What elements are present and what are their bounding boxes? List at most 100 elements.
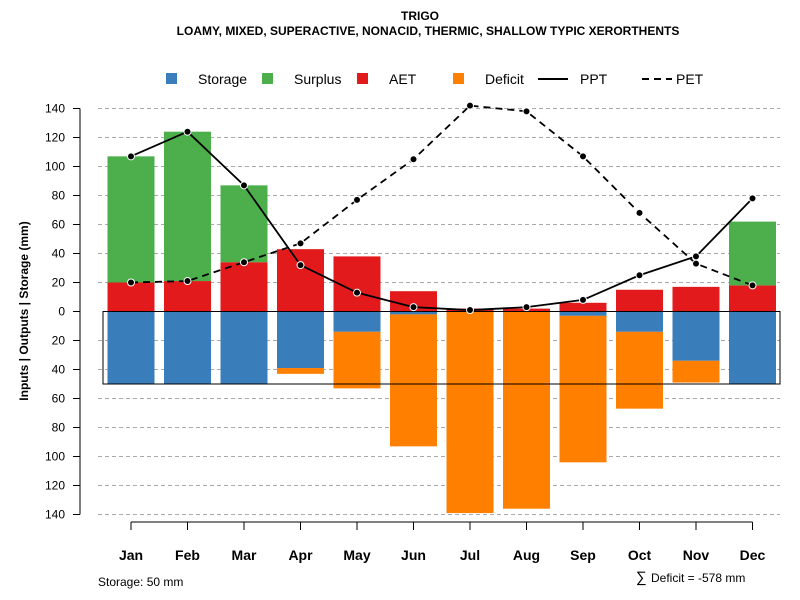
y-tick-label: 80 <box>52 421 66 435</box>
legend: Storage Surplus AET Deficit PPT PET <box>166 71 704 87</box>
legend-aet-label: AET <box>389 71 417 87</box>
gridlines <box>98 108 780 515</box>
chart-title: TRIGO <box>401 9 439 23</box>
pet-point <box>240 258 248 267</box>
sum-symbol: ∑ <box>636 569 647 586</box>
deficit-bar <box>616 331 663 409</box>
ppt-point <box>522 303 531 312</box>
y-tick-label: 140 <box>45 102 65 116</box>
pet-point <box>522 107 531 116</box>
aet-bar <box>390 291 437 312</box>
surplus-bar <box>729 221 776 286</box>
y-tick-label: 60 <box>52 392 66 406</box>
storage-bar <box>672 311 720 361</box>
ppt-point <box>183 127 192 136</box>
deficit-bar <box>503 311 550 509</box>
deficit-note: Deficit = -578 mm <box>651 571 745 585</box>
legend-aet-swatch <box>357 73 368 84</box>
ppt-point <box>635 271 644 280</box>
storage-bar <box>729 311 776 384</box>
aet-bar <box>164 281 211 312</box>
legend-surplus-label: Surplus <box>294 71 341 87</box>
surplus-bar <box>107 156 155 283</box>
storage-bar <box>559 311 607 316</box>
legend-deficit-label: Deficit <box>485 71 524 87</box>
storage-bar <box>107 311 155 384</box>
pet-point <box>409 155 418 164</box>
pet-line <box>130 104 753 287</box>
aet-bar <box>559 302 607 312</box>
x-tick-label: Sep <box>570 547 596 563</box>
y-tick-label: 100 <box>45 450 65 464</box>
aet-bar <box>107 282 155 312</box>
storage-note: Storage: 50 mm <box>98 575 183 589</box>
legend-storage-label: Storage <box>198 71 247 87</box>
ppt-point <box>296 261 305 270</box>
x-tick-label: Jan <box>119 547 143 563</box>
storage-capacity-box <box>102 311 781 385</box>
x-tick-label: May <box>343 547 370 563</box>
chart-subtitle: LOAMY, MIXED, SUPERACTIVE, NONACID, THER… <box>177 24 680 38</box>
storage-bar <box>616 311 663 332</box>
legend-storage-swatch <box>166 73 177 84</box>
ppt-point <box>409 303 418 312</box>
deficit-bar <box>672 360 720 383</box>
storage-bar <box>164 311 211 384</box>
deficit-bar <box>277 368 324 374</box>
y-tick-label: 120 <box>45 479 65 493</box>
pet-point <box>296 239 305 248</box>
ppt-point <box>240 181 248 190</box>
storage-bar <box>390 311 437 315</box>
pet-point <box>692 259 700 268</box>
x-tick-label: Nov <box>683 547 710 563</box>
y-tick-label: 20 <box>52 276 66 290</box>
x-tick-label: Aug <box>513 547 540 563</box>
legend-ppt-label: PPT <box>580 71 608 87</box>
aet-bar <box>333 256 381 312</box>
y-tick-label: 60 <box>52 218 66 232</box>
pet-point <box>748 281 757 290</box>
legend-pet-label: PET <box>676 71 704 87</box>
surplus-bar <box>220 185 268 263</box>
y-tick-label: 40 <box>52 247 66 261</box>
storage-bar <box>333 311 381 332</box>
pet-point <box>466 101 474 110</box>
x-tick-label: Oct <box>628 547 652 563</box>
x-tick-label: Mar <box>232 547 257 563</box>
deficit-bar <box>559 315 607 463</box>
pet-point <box>579 152 587 161</box>
deficit-bar <box>446 311 494 514</box>
pet-point <box>635 208 644 217</box>
y-axis-label: Inputs | Outputs | Storage (mm) <box>17 221 31 400</box>
storage-bar <box>277 311 324 369</box>
aet-bar <box>616 289 663 312</box>
axes: 140 120 100 80 60 40 20 0 20 40 60 80 100 120 140 Jan Fe… <box>45 102 766 564</box>
x-tick-label: Feb <box>175 547 200 563</box>
ppt-point <box>466 306 474 315</box>
pet-point <box>183 277 192 286</box>
y-tick-label: 40 <box>52 363 66 377</box>
pet-point <box>353 195 361 204</box>
x-tick-label: Jul <box>460 547 480 563</box>
ppt-point <box>579 295 587 304</box>
deficit-bar <box>333 331 381 389</box>
x-tick-label: Jun <box>401 547 426 563</box>
storage-bar <box>220 311 268 384</box>
y-tick-label: 80 <box>52 189 66 203</box>
y-tick-label: 120 <box>45 131 65 145</box>
x-tick-label: Apr <box>288 547 313 563</box>
aet-bar <box>220 262 268 312</box>
pet-point <box>127 278 135 287</box>
aet-bar <box>729 285 776 312</box>
aet-bar <box>672 286 720 312</box>
deficit-bar <box>390 314 437 447</box>
legend-deficit-swatch <box>453 73 464 84</box>
bars <box>107 131 776 514</box>
ppt-point <box>127 152 135 161</box>
y-tick-label: 0 <box>58 305 65 319</box>
y-tick-label: 140 <box>45 508 65 522</box>
ppt-line <box>130 130 754 311</box>
ppt-point <box>353 288 361 297</box>
y-tick-label: 20 <box>52 334 66 348</box>
